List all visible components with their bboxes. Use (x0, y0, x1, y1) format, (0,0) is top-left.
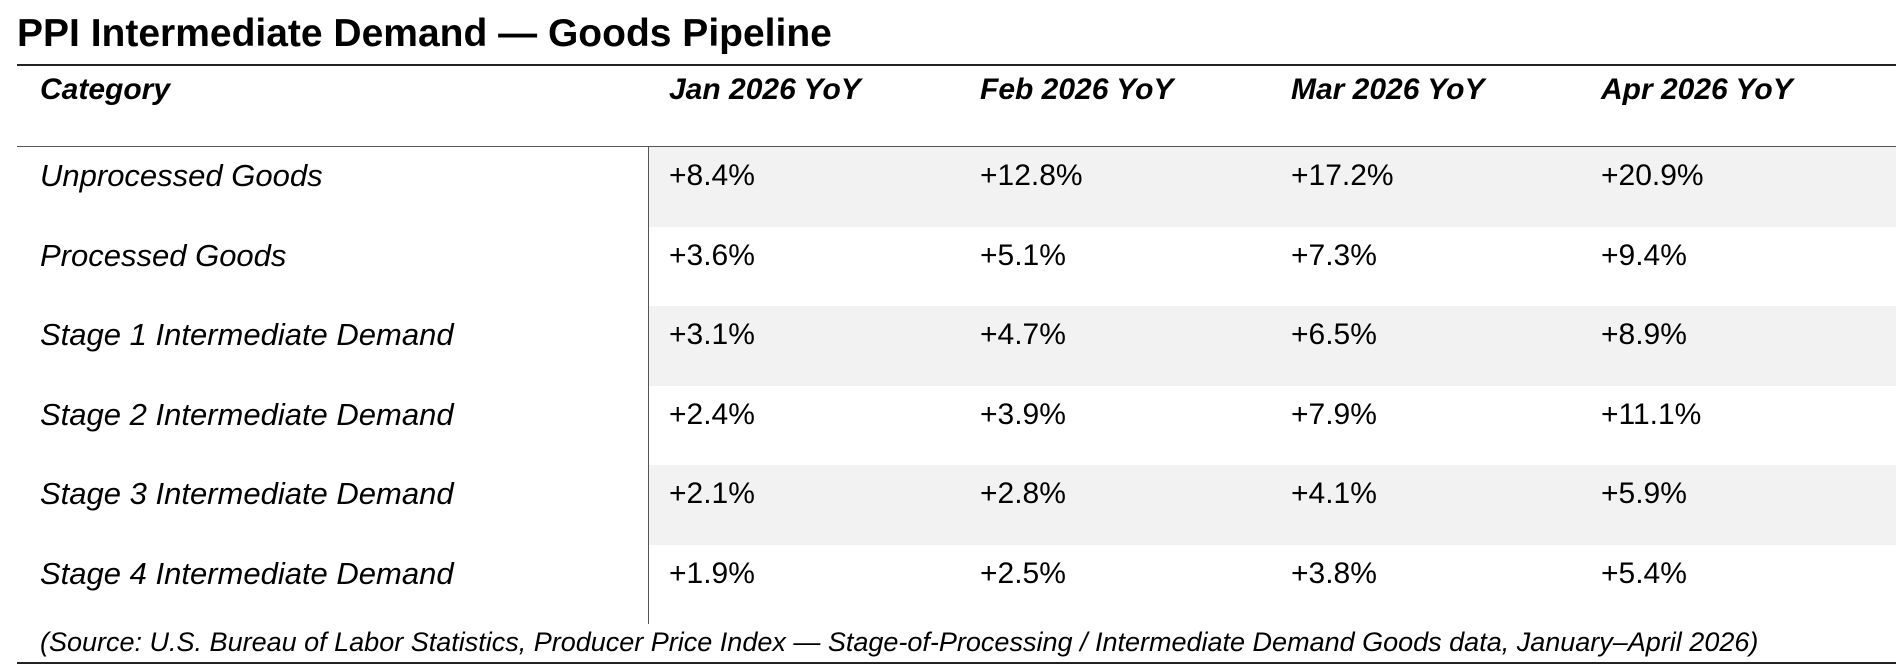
value-feb: +5.1% (980, 239, 1066, 272)
page-title: PPI Intermediate Demand — Goods Pipeline (17, 12, 832, 55)
value-apr: +5.4% (1601, 557, 1687, 590)
value-apr: +11.1% (1601, 398, 1702, 431)
header-category: Category (40, 73, 171, 106)
category-cell: Unprocessed Goods (17, 147, 648, 227)
value-feb: +2.5% (980, 557, 1066, 590)
category-cell: Processed Goods (17, 227, 648, 307)
value-jan: +3.1% (669, 318, 755, 351)
header-jan: Jan 2026 YoY (669, 73, 861, 106)
header-mar: Mar 2026 YoY (1291, 73, 1485, 106)
value-apr: +8.9% (1601, 318, 1687, 351)
value-feb: +12.8% (980, 159, 1083, 192)
category-label: Unprocessed Goods (40, 158, 323, 193)
value-feb: +3.9% (980, 398, 1066, 431)
value-mar: +7.3% (1291, 239, 1377, 272)
value-jan: +1.9% (669, 557, 755, 590)
value-jan: +3.6% (669, 239, 755, 272)
category-label: Stage 1 Intermediate Demand (40, 317, 454, 352)
value-apr: +5.9% (1601, 477, 1687, 510)
value-mar: +17.2% (1291, 159, 1394, 192)
table-row: Stage 2 Intermediate Demand +2.4% +3.9% … (17, 386, 1896, 466)
category-cell: Stage 4 Intermediate Demand (17, 545, 648, 625)
header-apr: Apr 2026 YoY (1601, 73, 1793, 106)
table-row: Stage 1 Intermediate Demand +3.1% +4.7% … (17, 306, 1896, 386)
table-row: Processed Goods +3.6% +5.1% +7.3% +9.4% (17, 227, 1896, 307)
category-label: Stage 3 Intermediate Demand (40, 476, 454, 511)
source-note: (Source: U.S. Bureau of Labor Statistics… (40, 627, 1759, 657)
category-cell: Stage 3 Intermediate Demand (17, 465, 648, 545)
table-row: Stage 4 Intermediate Demand +1.9% +2.5% … (17, 545, 1896, 625)
value-mar: +4.1% (1291, 477, 1377, 510)
value-mar: +3.8% (1291, 557, 1377, 590)
value-feb: +2.8% (980, 477, 1066, 510)
category-cell: Stage 2 Intermediate Demand (17, 386, 648, 466)
bottom-rule (17, 662, 1896, 664)
category-label: Stage 2 Intermediate Demand (40, 397, 454, 432)
value-jan: +8.4% (669, 159, 755, 192)
value-jan: +2.4% (669, 398, 755, 431)
category-label: Stage 4 Intermediate Demand (40, 556, 454, 591)
value-feb: +4.7% (980, 318, 1066, 351)
value-apr: +9.4% (1601, 239, 1687, 272)
header-rule (17, 146, 1896, 147)
top-rule (17, 64, 1896, 66)
category-label: Processed Goods (40, 238, 287, 273)
table-row: Stage 3 Intermediate Demand +2.1% +2.8% … (17, 465, 1896, 545)
value-apr: +20.9% (1601, 159, 1704, 192)
value-jan: +2.1% (669, 477, 755, 510)
value-mar: +7.9% (1291, 398, 1377, 431)
value-mar: +6.5% (1291, 318, 1377, 351)
header-feb: Feb 2026 YoY (980, 73, 1174, 106)
category-divider (648, 146, 649, 624)
table-row: Unprocessed Goods +8.4% +12.8% +17.2% +2… (17, 147, 1896, 227)
category-cell: Stage 1 Intermediate Demand (17, 306, 648, 386)
